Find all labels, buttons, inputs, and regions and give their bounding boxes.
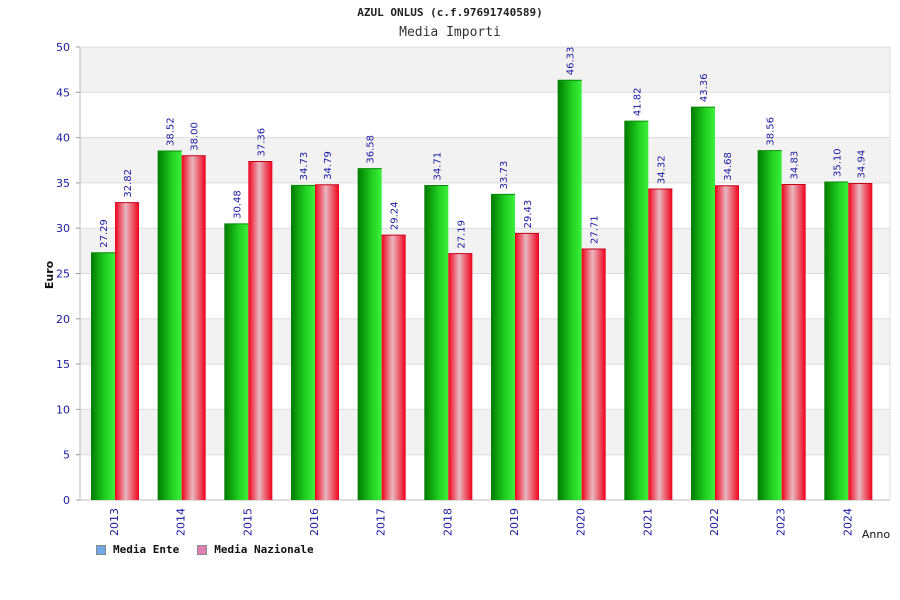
- x-tick-label: 2017: [375, 508, 388, 536]
- bar-nazionale: [715, 185, 739, 500]
- data-label-nazionale: 34.68: [723, 152, 734, 181]
- bar-nazionale: [515, 233, 539, 500]
- grid-band: [80, 409, 890, 455]
- grid-band: [80, 364, 890, 410]
- data-label-nazionale: 27.19: [456, 220, 467, 249]
- grid-band: [80, 273, 890, 319]
- data-label-ente: 33.73: [499, 161, 510, 190]
- bar-ente: [224, 223, 249, 500]
- bar-ente: [624, 121, 649, 500]
- y-tick-label: 35: [56, 177, 70, 190]
- data-label-ente: 46.33: [566, 47, 577, 76]
- bar-ente: [424, 185, 449, 500]
- grid-band: [80, 454, 890, 500]
- y-tick-label: 10: [56, 403, 70, 416]
- x-tick-label: 2023: [775, 508, 788, 536]
- data-label-ente: 34.73: [299, 152, 310, 181]
- legend-label-ente: Media Ente: [113, 543, 180, 556]
- bar-ente: [291, 185, 315, 501]
- x-tick-label: 2016: [308, 508, 321, 536]
- bar-ente: [557, 80, 582, 501]
- x-tick-label: 2020: [575, 508, 588, 536]
- data-label-nazionale: 38.00: [190, 122, 201, 151]
- legend: Media Ente Media Nazionale: [96, 543, 314, 556]
- y-tick-label: 45: [56, 86, 70, 99]
- bar-nazionale: [248, 161, 273, 500]
- bar-nazionale: [581, 248, 606, 500]
- grid-band: [80, 137, 890, 183]
- x-tick-label: 2015: [241, 508, 254, 536]
- x-tick-label: 2022: [708, 508, 721, 536]
- data-label-nazionale: 32.82: [123, 169, 134, 198]
- data-label-nazionale: 34.83: [790, 151, 801, 180]
- legend-item-nazionale: Media Nazionale: [197, 543, 314, 556]
- y-axis-label: Euro: [43, 260, 56, 289]
- y-tick-label: 25: [56, 268, 70, 281]
- grid-band: [80, 228, 890, 274]
- y-tick-label: 20: [56, 313, 70, 326]
- x-axis-label: Anno: [862, 528, 890, 541]
- legend-swatch-nazionale: [197, 544, 208, 555]
- bar-ente: [91, 252, 115, 500]
- bar-ente: [691, 107, 715, 501]
- y-tick-label: 15: [56, 358, 70, 371]
- x-tick-label: 2018: [441, 508, 454, 536]
- bar-nazionale: [115, 202, 139, 500]
- data-label-ente: 38.56: [766, 117, 777, 146]
- grid-band: [80, 318, 890, 365]
- data-label-ente: 30.48: [232, 190, 243, 219]
- x-tick-label: 2021: [641, 508, 654, 536]
- x-tick-label: 2019: [508, 508, 521, 536]
- chart-title: AZUL ONLUS (c.f.97691740589): [357, 6, 543, 19]
- x-tick-label: 2014: [175, 508, 188, 536]
- y-tick-label: 40: [56, 132, 70, 145]
- bar-ente: [357, 168, 382, 500]
- x-tick-label: 2013: [108, 508, 121, 536]
- data-label-ente: 27.29: [99, 219, 110, 248]
- data-label-nazionale: 34.32: [656, 155, 667, 184]
- bar-ente: [157, 151, 182, 501]
- data-label-nazionale: 37.36: [256, 128, 267, 157]
- y-tick-label: 0: [63, 494, 70, 507]
- x-tick-label: 2024: [841, 508, 854, 536]
- grid-band: [80, 182, 890, 229]
- bar-nazionale: [648, 189, 673, 501]
- legend-item-ente: Media Ente: [96, 543, 179, 556]
- chart-subtitle: Media Importi: [399, 25, 501, 40]
- y-tick-label: 50: [56, 41, 70, 54]
- bar-ente: [824, 181, 849, 500]
- y-tick-label: 5: [63, 449, 70, 462]
- data-label-nazionale: 34.94: [856, 150, 867, 179]
- data-label-ente: 34.71: [432, 152, 443, 181]
- data-label-ente: 43.36: [699, 74, 710, 103]
- grid-band: [80, 47, 890, 93]
- bar-nazionale: [448, 253, 473, 500]
- y-tick-label: 30: [56, 222, 70, 235]
- bar-nazionale: [781, 184, 806, 501]
- legend-swatch-ente: [96, 544, 106, 555]
- grid-band: [80, 92, 890, 138]
- bar-nazionale: [848, 183, 873, 500]
- data-label-ente: 38.52: [166, 117, 177, 146]
- data-label-nazionale: 34.79: [323, 151, 334, 180]
- bar-nazionale: [381, 235, 406, 500]
- bar-nazionale: [181, 155, 206, 500]
- data-label-ente: 35.10: [832, 148, 843, 177]
- data-label-ente: 36.58: [366, 135, 377, 164]
- data-label-nazionale: 27.71: [590, 215, 601, 244]
- data-label-nazionale: 29.24: [390, 201, 401, 230]
- data-label-nazionale: 29.43: [523, 200, 534, 229]
- data-label-ente: 41.82: [632, 87, 643, 116]
- legend-label-nazionale: Media Nazionale: [214, 543, 314, 556]
- bar-ente: [757, 150, 782, 500]
- bar-nazionale: [315, 184, 339, 500]
- bar-ente: [491, 194, 515, 501]
